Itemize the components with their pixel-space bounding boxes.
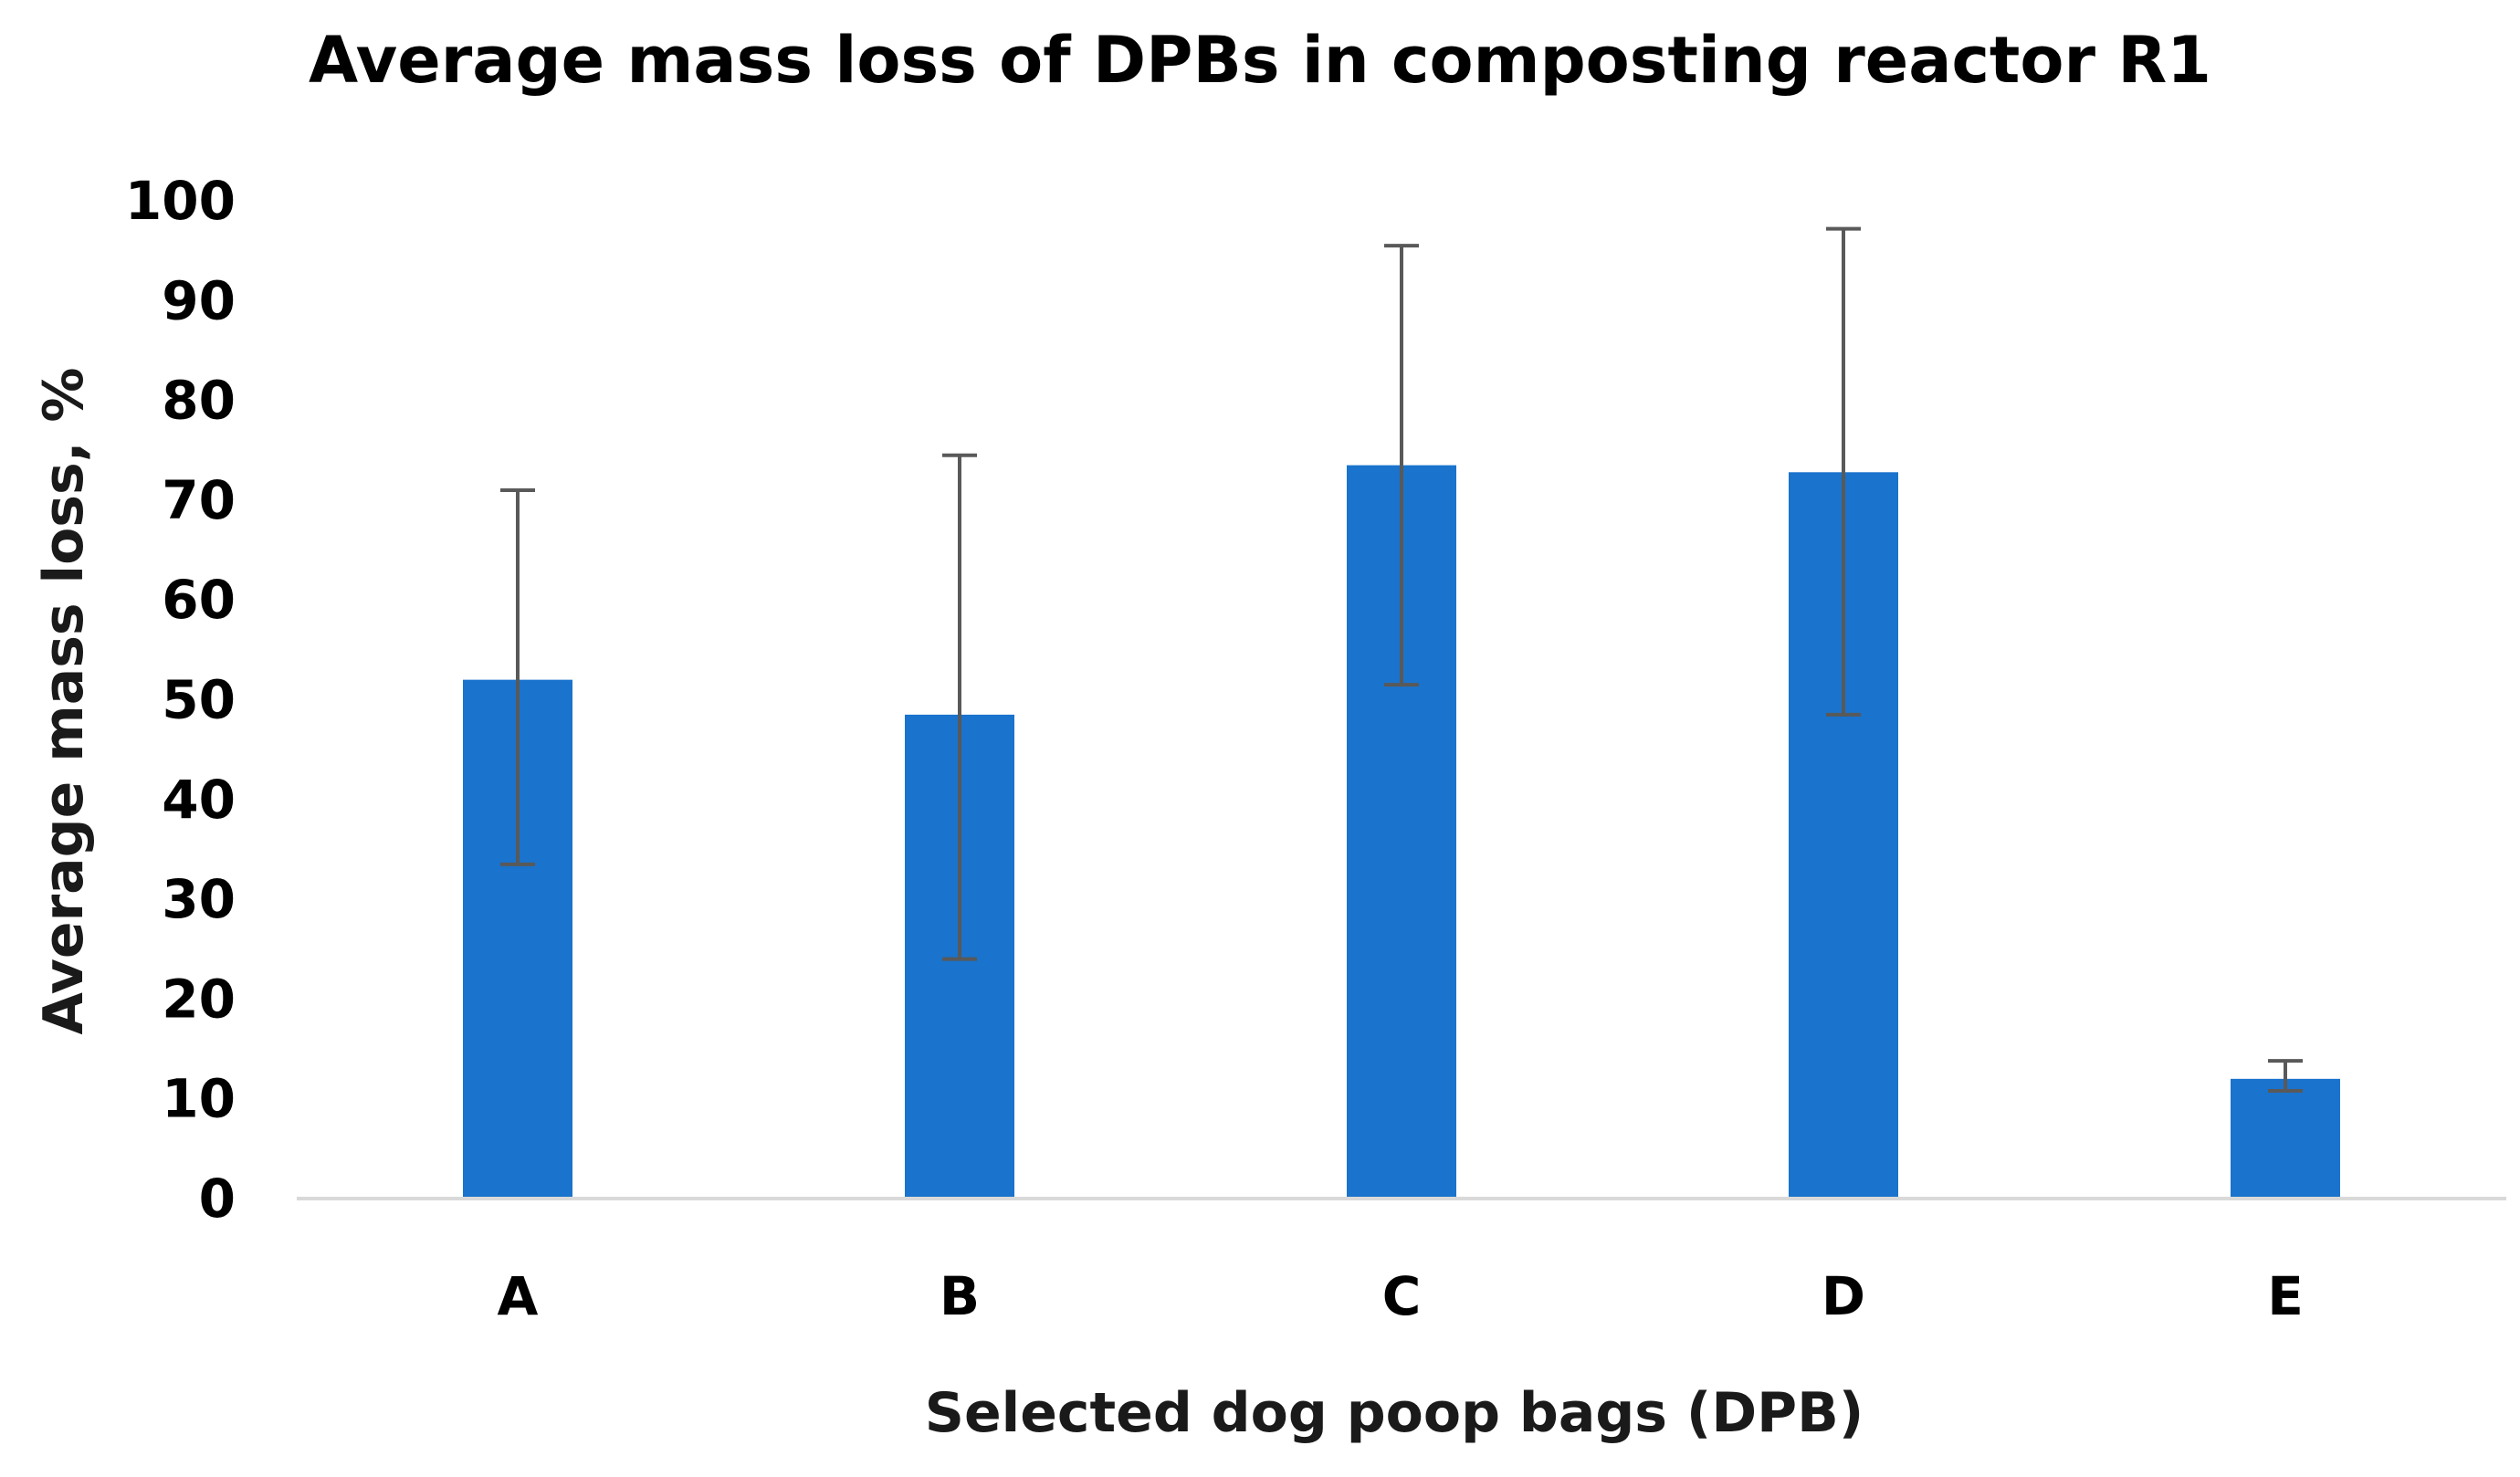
y-tick-label: 30	[162, 868, 236, 930]
chart-title: Average mass loss of DPBs in composting …	[309, 23, 2211, 98]
x-tick-label: D	[1822, 1265, 1865, 1327]
x-axis-ticks: A B C D E	[498, 1265, 2304, 1327]
y-tick-label: 10	[162, 1068, 236, 1130]
y-axis-label: Average mass loss, %	[32, 367, 96, 1034]
x-tick-label: B	[940, 1265, 980, 1327]
x-tick-label: E	[2267, 1265, 2304, 1327]
error-bar-d	[1826, 226, 1861, 717]
x-axis-label: Selected dog poop bags (DPB)	[925, 1381, 1864, 1445]
error-bar-a	[500, 487, 535, 866]
y-tick-label: 80	[162, 370, 236, 432]
bar-e	[2231, 1078, 2340, 1199]
error-bar-b	[942, 453, 977, 961]
error-bars-group	[500, 226, 2303, 1093]
y-axis-ticks: 0 10 20 30 40 50 60 70 80 90 100	[125, 170, 236, 1230]
x-tick-label: A	[498, 1265, 539, 1327]
y-tick-label: 20	[162, 968, 236, 1030]
y-tick-label: 90	[162, 269, 236, 331]
y-tick-label: 40	[162, 769, 236, 831]
x-tick-label: C	[1382, 1265, 1422, 1327]
error-bar-e	[2268, 1059, 2303, 1093]
y-tick-label: 50	[162, 669, 236, 731]
y-tick-label: 60	[162, 569, 236, 631]
y-tick-label: 100	[125, 170, 236, 232]
error-bar-c	[1384, 244, 1419, 687]
y-tick-label: 0	[199, 1168, 236, 1230]
y-tick-label: 70	[162, 469, 236, 531]
